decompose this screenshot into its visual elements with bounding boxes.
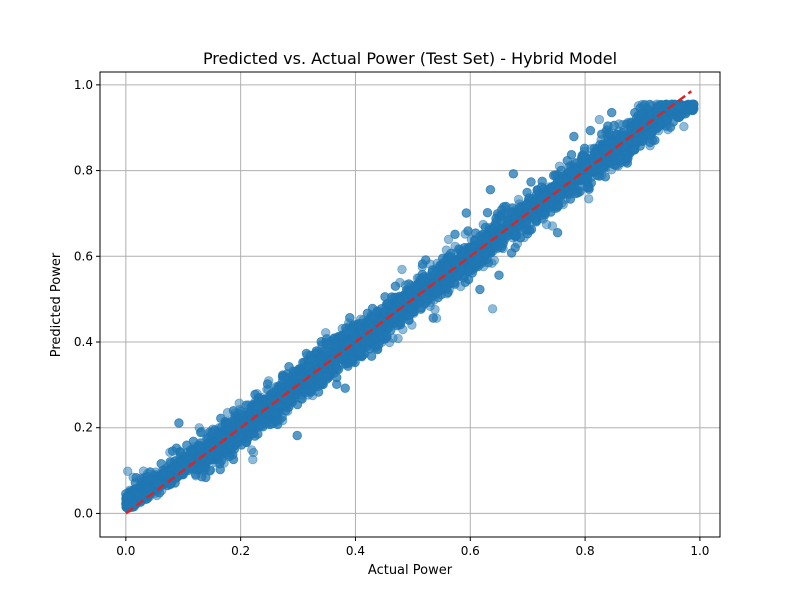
scatter-point (418, 260, 427, 269)
scatter-point (509, 170, 518, 179)
scatter-point (542, 220, 551, 229)
scatter-point (398, 265, 407, 274)
scatter-point (451, 230, 460, 239)
scatter-point (293, 431, 302, 440)
scatter-point (462, 209, 471, 218)
scatter-point (680, 122, 689, 131)
x-axis-label: Actual Power (368, 563, 453, 578)
scatter-point (263, 380, 272, 389)
scatter-point (570, 132, 579, 141)
scatter-point (586, 126, 595, 135)
scatter-point (247, 446, 256, 455)
scatter-point (394, 334, 403, 343)
scatter-point (391, 282, 400, 291)
chart-title: Predicted vs. Actual Power (Test Set) - … (203, 49, 617, 68)
scatter-point (488, 305, 497, 314)
y-axis-label: Predicted Power (49, 252, 64, 357)
scatter-point (584, 195, 593, 204)
scatter-point (607, 108, 616, 117)
scatter-point (527, 178, 536, 187)
scatter-points (122, 100, 699, 512)
scatter-point (553, 228, 562, 237)
scatter-point (595, 115, 604, 124)
